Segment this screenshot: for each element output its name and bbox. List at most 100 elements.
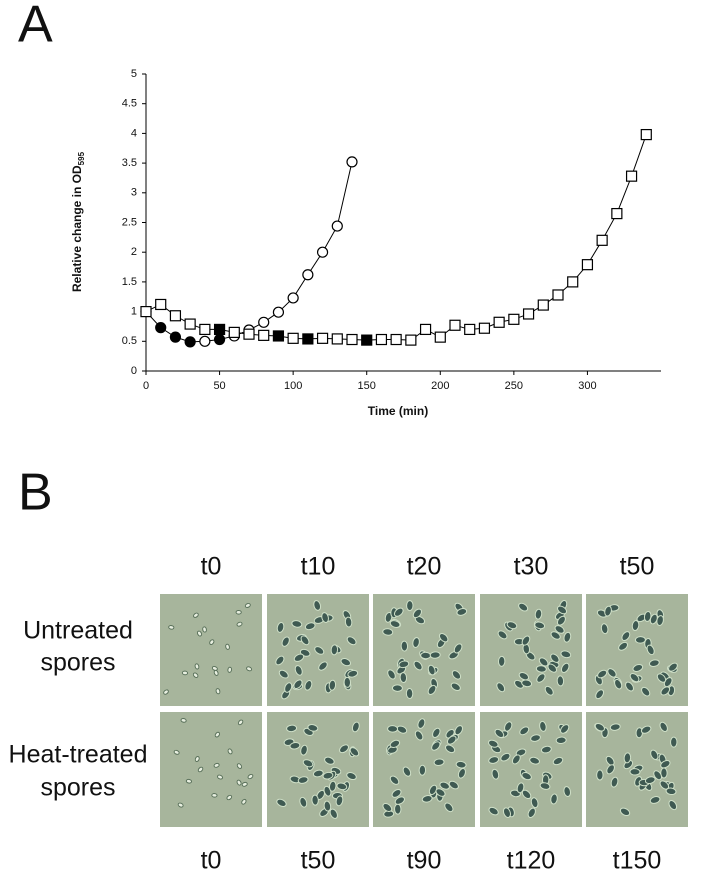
spore bbox=[336, 782, 348, 791]
spore bbox=[448, 780, 459, 790]
square-marker bbox=[390, 333, 402, 346]
spore bbox=[534, 608, 543, 620]
spore bbox=[399, 672, 408, 684]
spore bbox=[518, 671, 530, 681]
spore bbox=[314, 646, 325, 655]
x-tick-label: 50 bbox=[213, 380, 225, 392]
spore bbox=[427, 684, 437, 695]
spore bbox=[344, 616, 353, 628]
spore bbox=[343, 676, 352, 688]
spore bbox=[656, 673, 667, 683]
spore bbox=[660, 759, 671, 769]
square-marker bbox=[449, 319, 461, 331]
square-marker bbox=[508, 313, 520, 325]
spore bbox=[427, 664, 436, 676]
spore bbox=[641, 686, 651, 697]
spore bbox=[502, 807, 511, 818]
spore bbox=[550, 631, 561, 640]
spore bbox=[534, 621, 546, 630]
square-marker bbox=[537, 299, 549, 311]
spore bbox=[217, 774, 224, 780]
x-tick-label: 200 bbox=[431, 380, 449, 392]
square-marker bbox=[375, 333, 388, 346]
x-tick-label: 100 bbox=[284, 380, 302, 392]
spore bbox=[607, 668, 617, 678]
y-tick-label: 2.5 bbox=[122, 216, 137, 228]
spore bbox=[554, 625, 565, 634]
micrograph bbox=[373, 712, 475, 827]
spore bbox=[552, 756, 564, 766]
spore bbox=[214, 731, 221, 738]
spore bbox=[349, 747, 360, 757]
x-tick-label: 0 bbox=[143, 380, 149, 392]
spore bbox=[211, 793, 218, 798]
square-marker bbox=[478, 322, 491, 334]
spore bbox=[540, 745, 552, 754]
spore bbox=[275, 655, 285, 666]
spore bbox=[297, 776, 309, 784]
spore bbox=[623, 752, 632, 764]
spore bbox=[196, 630, 203, 637]
panel-label: A bbox=[18, 0, 53, 54]
spore bbox=[631, 620, 640, 631]
spore bbox=[393, 607, 404, 617]
spore bbox=[557, 605, 568, 615]
spore bbox=[563, 786, 571, 797]
spore bbox=[400, 640, 409, 652]
spore bbox=[384, 611, 393, 623]
square-marker bbox=[522, 308, 535, 320]
spore bbox=[504, 721, 513, 732]
spore bbox=[604, 605, 612, 617]
spore bbox=[496, 682, 506, 693]
spore bbox=[294, 665, 303, 676]
y-tick-label: 5 bbox=[131, 68, 137, 80]
spore bbox=[276, 622, 285, 633]
spore bbox=[304, 680, 313, 691]
spore bbox=[185, 778, 192, 784]
square-marker bbox=[346, 333, 358, 346]
spore bbox=[211, 665, 218, 671]
spore bbox=[328, 679, 337, 691]
spore bbox=[421, 795, 433, 803]
square-marker bbox=[302, 333, 314, 345]
y-tick-label: 4.5 bbox=[122, 98, 137, 110]
spore bbox=[387, 669, 396, 680]
spore bbox=[300, 635, 310, 646]
y-tick-label: 4 bbox=[131, 127, 137, 139]
spore bbox=[451, 670, 462, 680]
spore bbox=[539, 782, 551, 790]
square-marker bbox=[213, 323, 226, 336]
micrograph-bg bbox=[160, 712, 262, 827]
row-label: Heat-treated bbox=[9, 741, 148, 769]
spore bbox=[347, 669, 359, 678]
square-marker bbox=[419, 323, 432, 336]
circle-marker bbox=[213, 333, 226, 346]
spore bbox=[640, 725, 652, 734]
spore bbox=[629, 673, 640, 683]
spore bbox=[668, 800, 678, 811]
spore bbox=[488, 806, 499, 816]
spore bbox=[329, 808, 338, 819]
spore bbox=[391, 789, 402, 798]
spore bbox=[446, 735, 457, 745]
spore bbox=[304, 622, 316, 631]
spore bbox=[556, 675, 565, 687]
spore bbox=[209, 639, 215, 646]
micrograph bbox=[373, 594, 475, 706]
spore bbox=[339, 744, 349, 754]
square-marker bbox=[493, 316, 505, 328]
circle-marker bbox=[272, 306, 285, 318]
spore bbox=[514, 679, 524, 689]
panel-label: B bbox=[18, 464, 53, 522]
spore bbox=[197, 766, 204, 773]
spore bbox=[180, 718, 187, 723]
spore bbox=[236, 763, 243, 769]
square-marker bbox=[287, 332, 299, 344]
spore bbox=[560, 662, 570, 673]
square-marker bbox=[199, 323, 211, 336]
spore bbox=[276, 798, 287, 808]
spore bbox=[530, 734, 541, 742]
spore bbox=[321, 612, 329, 623]
time-label: t20 bbox=[407, 553, 442, 581]
